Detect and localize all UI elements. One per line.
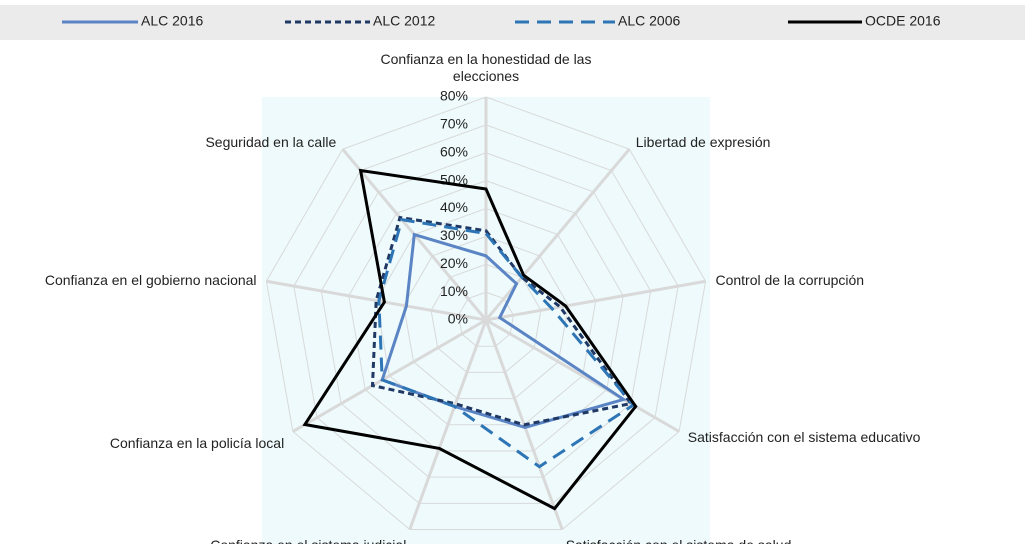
y-tick-label: 70%	[440, 116, 468, 132]
category-label: Confianza en el gobierno nacional	[44, 271, 257, 288]
legend-label: OCDE 2016	[865, 13, 941, 29]
category-label: Confianza en la honestidad de las elecci…	[380, 51, 592, 84]
series-line	[380, 232, 628, 429]
y-tick-label: 60%	[440, 143, 468, 159]
y-tick-label: 40%	[440, 199, 468, 215]
series-line	[302, 168, 638, 511]
grid-ring	[458, 291, 514, 347]
series-line	[377, 217, 636, 469]
spoke	[485, 318, 680, 433]
y-tick-label: 30%	[440, 227, 468, 243]
spoke	[485, 279, 706, 322]
spoke	[408, 319, 488, 531]
category-label: Control de la corrupción	[715, 271, 865, 288]
spoke	[484, 148, 631, 321]
category-label: Libertad de expresión	[635, 133, 771, 150]
category-label: Confianza en el sistema judicial	[210, 537, 406, 544]
category-label: Satisfacción con el sistema de salud	[566, 537, 792, 544]
series-line	[370, 215, 634, 427]
grid-ring	[265, 96, 707, 531]
y-tick-label: 0%	[448, 311, 468, 327]
legend-label: ALC 2006	[618, 13, 680, 29]
legend-label: ALC 2012	[373, 13, 435, 29]
category-label: Seguridad en la calle	[205, 133, 337, 150]
spoke	[292, 318, 487, 433]
grid-ring	[320, 152, 652, 478]
grid-ring	[293, 124, 679, 504]
y-tick-label: 20%	[440, 255, 468, 271]
grid-ring	[375, 207, 597, 426]
grid-ring	[403, 235, 569, 400]
spoke	[266, 279, 487, 322]
y-tick-label: 80%	[440, 88, 468, 104]
category-label: Confianza en la policía local	[109, 434, 285, 451]
legend-label: ALC 2016	[141, 13, 203, 29]
y-tick-label: 10%	[440, 283, 468, 299]
category-label: Satisfacción con el sistema educativo	[687, 428, 921, 445]
grid-ring	[430, 263, 542, 373]
grid-ring	[348, 180, 624, 452]
